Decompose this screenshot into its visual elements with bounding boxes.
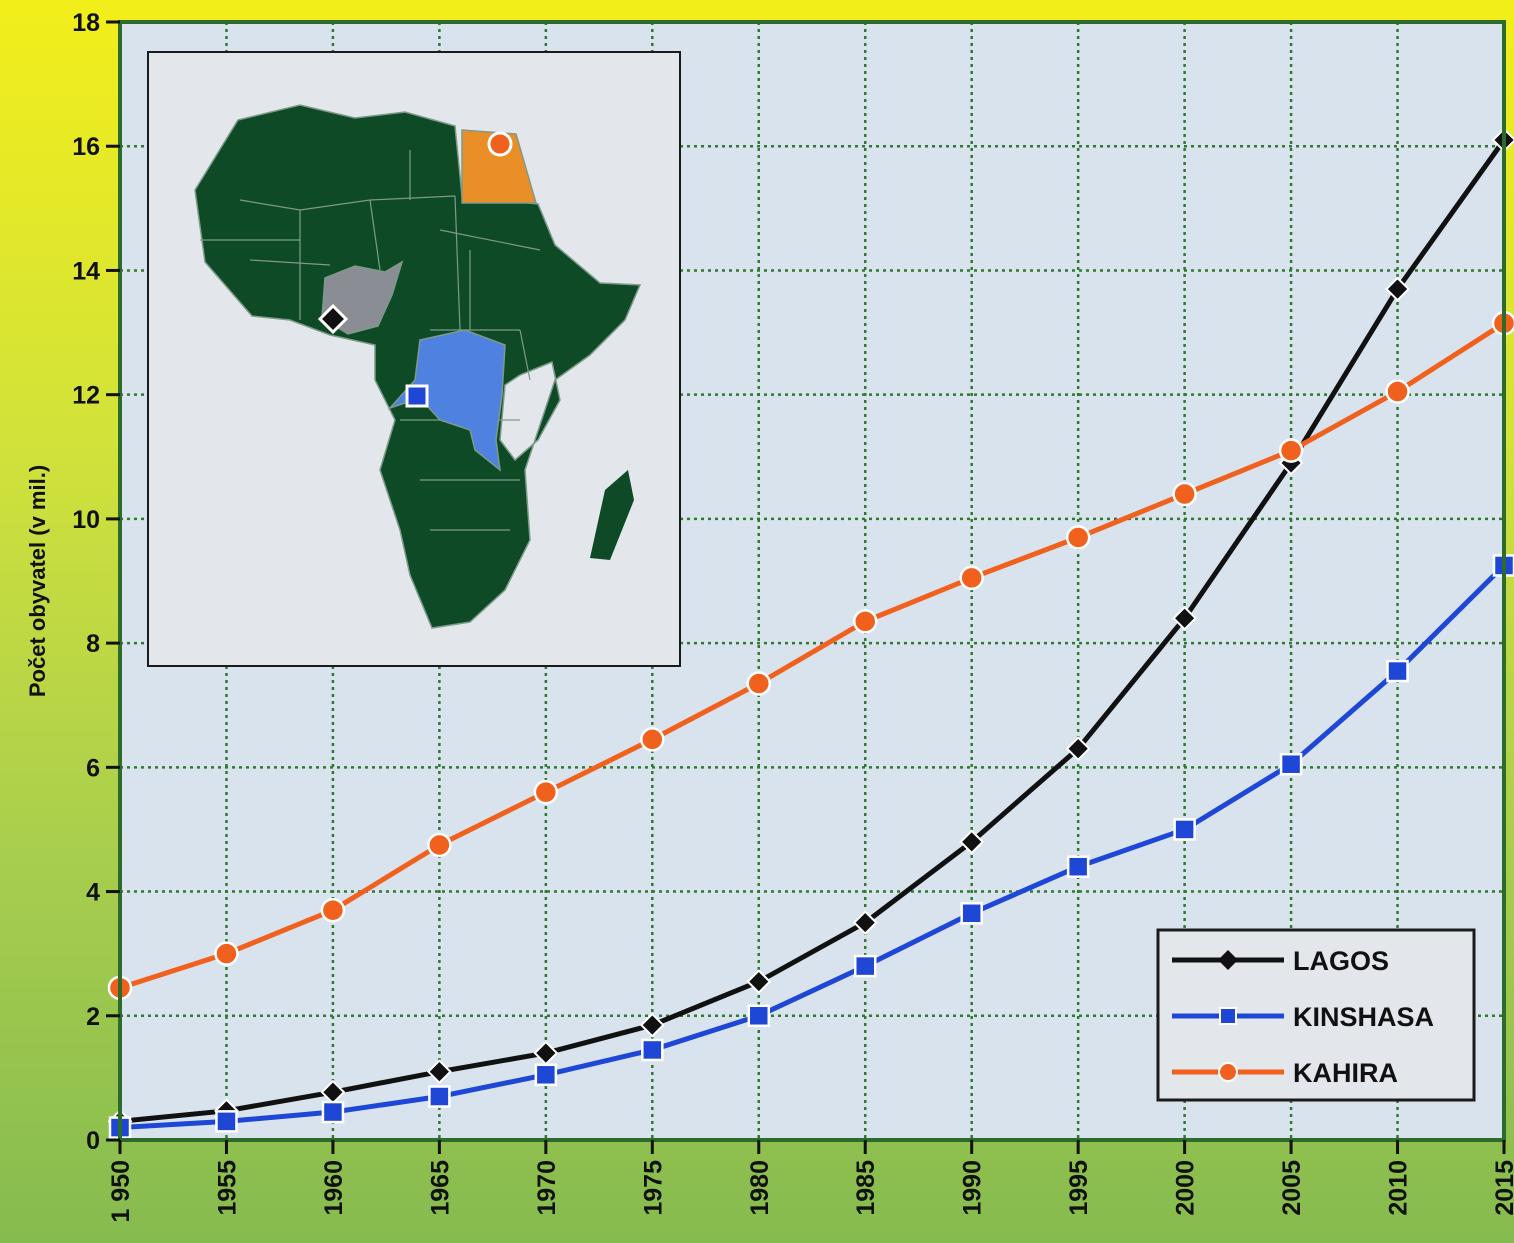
point-kahira — [1065, 525, 1091, 550]
legend-label-kinshasa: KINSHASA — [1293, 1002, 1434, 1032]
point-kahira — [533, 779, 559, 805]
point-lagos — [1385, 276, 1410, 302]
x-tick-label: 2005 — [1278, 1160, 1306, 1216]
point-kinshasa — [1386, 659, 1409, 683]
point-lagos — [746, 969, 772, 995]
point-kinshasa — [1279, 752, 1303, 776]
point-kahira — [320, 897, 346, 923]
series-layer — [107, 127, 1514, 1139]
point-kinshasa — [747, 1004, 771, 1028]
point-lagos — [1065, 736, 1091, 762]
series-line-lagos — [119, 138, 1507, 1124]
x-tick-label: 1985 — [852, 1160, 880, 1216]
x-tick-label: 2000 — [1172, 1160, 1200, 1216]
x-tick-label: 1955 — [213, 1160, 241, 1216]
y-tick-label: 14 — [72, 257, 100, 285]
point-kinshasa — [960, 902, 983, 925]
x-tick-label: 1965 — [426, 1160, 454, 1216]
x-tick-label: 2010 — [1385, 1160, 1413, 1216]
point-kinshasa — [534, 1063, 558, 1087]
y-tick-label: 16 — [72, 133, 100, 161]
point-kahira — [959, 565, 984, 591]
x-tick-label: 1990 — [959, 1160, 987, 1216]
y-axis-label: Počet obyvatel (v mil.) — [25, 465, 50, 697]
point-kahira — [427, 832, 452, 858]
y-tick-label: 12 — [72, 382, 100, 410]
point-kahira — [852, 609, 878, 634]
y-tick-label: 4 — [86, 879, 100, 907]
point-lagos — [959, 829, 985, 855]
y-tick-label: 2 — [86, 1003, 100, 1031]
inset-map — [147, 51, 681, 667]
legend-label-lagos: LAGOS — [1293, 946, 1389, 976]
point-lagos — [639, 1012, 665, 1038]
point-kahira — [1385, 379, 1410, 404]
africa-map-icon — [194, 104, 642, 629]
y-tick-label: 18 — [72, 9, 100, 37]
point-kinshasa — [1066, 855, 1090, 878]
legend-marker-kahira — [1218, 1062, 1238, 1082]
x-tick-label: 1980 — [746, 1160, 774, 1216]
x-tick-label: 1960 — [320, 1160, 348, 1216]
point-kinshasa — [853, 954, 877, 978]
madagascar — [590, 470, 634, 560]
point-kahira — [746, 671, 772, 696]
point-lagos — [1172, 605, 1198, 631]
x-tick-label: 1995 — [1065, 1160, 1093, 1216]
point-kahira — [640, 727, 665, 752]
y-tick-label: 6 — [86, 754, 100, 782]
legend-label-kahira: KAHIRA — [1293, 1058, 1398, 1088]
series-line-kinshasa — [119, 563, 1506, 1131]
point-kinshasa — [1173, 818, 1196, 841]
series-line-kahira — [119, 321, 1506, 991]
y-tick-label: 0 — [86, 1127, 100, 1155]
legend-marker-lagos — [1218, 950, 1238, 970]
point-kahira — [1278, 438, 1304, 463]
point-lagos — [426, 1059, 452, 1085]
kinshasa-marker-icon — [405, 384, 429, 408]
point-kinshasa — [215, 1110, 238, 1133]
point-lagos — [852, 910, 878, 936]
point-kahira — [214, 941, 239, 966]
x-tick-label: 1975 — [639, 1160, 667, 1216]
plot-border — [118, 20, 1506, 1142]
x-tick-label: 1 950 — [107, 1160, 135, 1223]
cairo-marker-icon — [487, 131, 513, 157]
lagos-marker-icon — [317, 303, 349, 335]
congo-region — [387, 329, 506, 472]
legend-marker-kinshasa — [1219, 1007, 1237, 1025]
point-kahira — [1172, 481, 1197, 507]
point-kinshasa — [428, 1085, 451, 1108]
point-kinshasa — [641, 1038, 664, 1062]
y-tick-label: 8 — [86, 630, 100, 658]
x-tick-label: 1970 — [533, 1160, 561, 1216]
axes: 0 2 4 6 8 10 12 14 16 18 1 950 1955 1960 1965 1970 1975… — [25, 9, 1514, 1223]
point-kinshasa — [321, 1100, 345, 1124]
y-tick-label: 10 — [72, 506, 100, 534]
x-tick-label: 2015 — [1491, 1160, 1514, 1216]
legend: LAGOS KINSHASA KAHIRA — [1156, 928, 1476, 1102]
